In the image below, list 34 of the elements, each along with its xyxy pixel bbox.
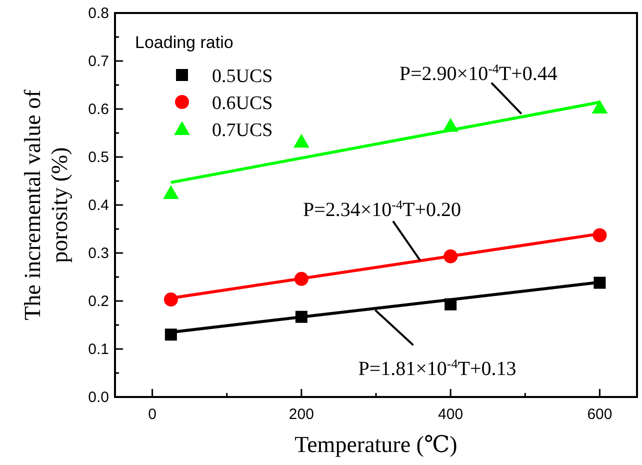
- y-tick-label: 0.1: [88, 341, 109, 358]
- x-tick-label: 0: [148, 406, 156, 423]
- y-tick-label: 0.4: [88, 197, 109, 214]
- point: [442, 118, 458, 132]
- x-axis-title: Temperature (℃): [294, 432, 458, 457]
- x-tick-label: 200: [288, 406, 314, 423]
- point: [592, 228, 607, 242]
- y-tick-label: 0.0: [88, 389, 109, 406]
- y-tick-label: 0.8: [88, 5, 109, 22]
- point: [294, 134, 310, 148]
- point: [592, 100, 608, 114]
- y-tick-label: 0.2: [88, 293, 109, 310]
- point: [444, 298, 457, 310]
- annotation: P=1.81×10$^{-4}$T+0.13: [358, 356, 516, 380]
- point: [444, 249, 458, 264]
- legend-label: 0.7UCS: [212, 120, 273, 141]
- point: [164, 328, 177, 341]
- point: [594, 276, 606, 289]
- point: [164, 292, 178, 307]
- y-axis-title: The incremental value of porosity (%): [19, 88, 73, 322]
- y-tick-label: 0.7: [88, 53, 109, 70]
- point: [295, 310, 308, 323]
- legend-label: 0.6UCS: [212, 93, 273, 114]
- y-tick-label: 0.5: [88, 149, 109, 166]
- point: [163, 185, 179, 199]
- x-tick-label: 600: [587, 406, 612, 423]
- y-tick-label: 0.3: [88, 245, 109, 262]
- y-tick-label: 0.6: [88, 101, 109, 118]
- legend-title: Loading ratio: [135, 33, 234, 52]
- annotation: P=2.90×10$^{-4}$T+0.44: [399, 60, 558, 85]
- x-tick-label: 400: [438, 406, 464, 423]
- legend-label: 0.5UCS: [212, 66, 273, 87]
- point: [294, 272, 308, 286]
- annotation: P=2.34×10$^{-4}$T+0.20: [302, 196, 462, 222]
